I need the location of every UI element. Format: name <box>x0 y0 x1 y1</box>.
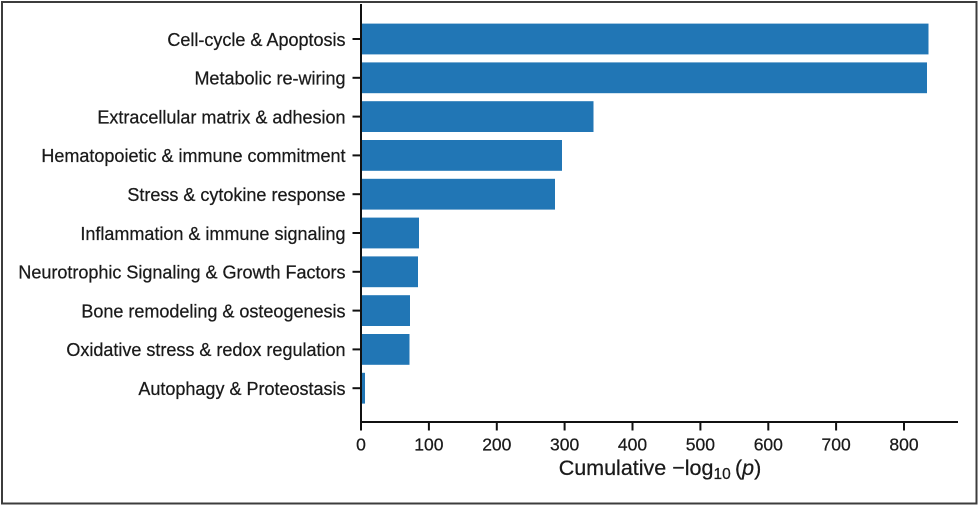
svg-text:400: 400 <box>618 435 647 455</box>
svg-text:Cumulative −log10 (p): Cumulative −log10 (p) <box>559 456 762 483</box>
svg-text:700: 700 <box>821 435 850 455</box>
svg-text:Cell-cycle & Apoptosis: Cell-cycle & Apoptosis <box>167 30 345 50</box>
svg-text:Oxidative stress & redox regul: Oxidative stress & redox regulation <box>66 340 345 360</box>
svg-text:800: 800 <box>889 435 918 455</box>
svg-text:Metabolic re-wiring: Metabolic re-wiring <box>194 69 345 89</box>
svg-text:200: 200 <box>482 435 511 455</box>
svg-text:600: 600 <box>754 435 783 455</box>
svg-text:Stress & cytokine response: Stress & cytokine response <box>127 185 345 205</box>
svg-text:Neurotrophic Signaling & Growt: Neurotrophic Signaling & Growth Factors <box>18 263 345 283</box>
svg-text:500: 500 <box>686 435 715 455</box>
svg-text:300: 300 <box>550 435 579 455</box>
svg-text:Bone remodeling & osteogenesis: Bone remodeling & osteogenesis <box>81 301 345 321</box>
svg-text:0: 0 <box>356 435 366 455</box>
svg-text:100: 100 <box>414 435 443 455</box>
svg-text:Autophagy & Proteostasis: Autophagy & Proteostasis <box>138 379 345 399</box>
svg-text:Extracellular matrix & adhesio: Extracellular matrix & adhesion <box>97 107 345 127</box>
svg-text:Inflammation & immune signalin: Inflammation & immune signaling <box>80 224 345 244</box>
svg-text:Hematopoietic & immune commitm: Hematopoietic & immune commitment <box>41 146 345 166</box>
